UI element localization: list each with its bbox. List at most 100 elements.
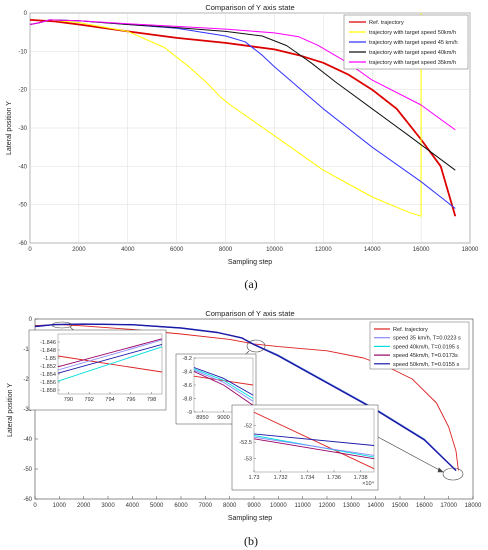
chart-a-y-tick-label: -60	[18, 241, 27, 247]
chart-a-x-tick-label: 10000	[266, 247, 283, 253]
chart-b-y-tick-label: -40	[23, 437, 32, 443]
inset-1-y-tick-label: -1.85	[43, 356, 56, 362]
chart-b-legend-label: speed 35 km/h, T=0.0223 s	[393, 336, 461, 342]
inset-1-y-tick-label: -1.856	[40, 380, 56, 386]
zoom-arrow-3	[377, 436, 444, 473]
inset-1-y-tick-label: -1.846	[40, 340, 56, 346]
inset-1-plot: 790 792 794 796 798 -1.846 -1.848 -1.85 -1.852 -1…	[40, 333, 163, 403]
chart-b-x-tick-label: 9000	[247, 503, 261, 509]
chart-b-series-line-1	[34, 324, 459, 471]
chart-b-x-tick-label: 17000	[440, 503, 457, 509]
chart-a-legend-label: Ref. trajectory	[369, 20, 404, 26]
zoom-ellipse-3	[442, 467, 464, 481]
chart-b-x-tick-label: 16000	[416, 503, 433, 509]
inset-3-x-tick-label: 1.732	[274, 475, 288, 481]
chart-b-x-label: Sampling step	[228, 515, 272, 522]
chart-b-x-tick-label: 0	[33, 503, 37, 509]
chart-a-title: Comparison of Y axis state	[205, 3, 294, 12]
chart-b-y-tick-label: -20	[23, 377, 32, 383]
inset-1-y-tick-label: -1.848	[40, 348, 56, 354]
chart-b-x-tick-label: 2000	[77, 503, 91, 509]
inset-2-y-tick-label: -8.2	[182, 356, 192, 362]
inset-1-line-2	[57, 339, 163, 371]
inset-1-y-tick-label: -1.854	[40, 372, 56, 378]
chart-b-legend-label: speed 50km/h, T=0.0155 s	[393, 362, 459, 368]
inset-3-y-tick-label: -52.5	[239, 440, 252, 446]
inset-2-x-tick-label: 8950	[196, 415, 208, 421]
inset-3-line-1	[253, 411, 375, 470]
chart-a-series-line-2	[29, 13, 422, 217]
inset-3-x-exponent: ×10⁴	[362, 480, 374, 487]
inset-2-y-tick-label: -9	[187, 410, 192, 416]
inset-2-y-tick-label: -8.6	[182, 383, 192, 389]
chart-a-series-line-1	[29, 19, 457, 217]
chart-a-legend-label: trajectory with target speed 45 km/h	[369, 40, 458, 46]
inset-3: 1.73 1.732 1.734 1.736 1.738 -52 -52.5 -53 ×10⁴	[231, 404, 379, 491]
chart-a-y-ticks: 0 -10 -20 -30 -40 -50 -60	[18, 11, 27, 247]
zoom-ellipse-2	[246, 339, 266, 353]
chart-a-x-tick-label: 0	[28, 247, 32, 253]
inset-1: 790 792 794 796 798 -1.846 -1.848 -1.85 -1.852 -1…	[28, 329, 167, 411]
chart-a-y-label: Lateral position Y	[6, 101, 13, 155]
inset-1-x-tick-label: 794	[105, 397, 114, 403]
chart-a-series-line-5	[29, 19, 456, 131]
inset-3-line-4	[253, 436, 375, 456]
chart-a-x-tick-label: 14000	[364, 247, 381, 253]
chart-b-x-tick-label: 11000	[295, 503, 312, 509]
chart-b-legend-label: Ref. trajectory	[393, 327, 428, 333]
chart-a-y-tick-label: -50	[18, 203, 27, 209]
chart-a-legend-label: trajectory with target speed 40km/h	[369, 50, 456, 56]
chart-b-y-tick-label: -50	[23, 467, 32, 473]
chart-a-legend: Ref. trajectory trajectory with target sp…	[343, 14, 469, 70]
chart-a-caption: (a)	[244, 277, 257, 291]
inset-3-x-tick-label: 1.736	[327, 475, 341, 481]
chart-a-y-tick-label: -30	[18, 126, 27, 132]
chart-a-series	[29, 13, 457, 217]
chart-a: 0 2000 4000 6000 8000 10000 12000 14000 16000 180…	[6, 3, 479, 291]
chart-a-x-tick-label: 12000	[315, 247, 332, 253]
chart-a-x-tick-label: 8000	[219, 247, 233, 253]
chart-b-x-tick-label: 1000	[53, 503, 67, 509]
chart-b-y-tick-label: -30	[23, 407, 32, 413]
chart-a-x-label: Sampling step	[228, 259, 272, 266]
chart-b-x-tick-label: 6000	[174, 503, 188, 509]
chart-b-x-tick-label: 5000	[150, 503, 164, 509]
chart-a-y-tick-label: -20	[18, 88, 27, 94]
chart-b-legend-box	[369, 321, 470, 370]
chart-b-x-tick-label: 4000	[126, 503, 140, 509]
chart-a-x-ticks: 0 2000 4000 6000 8000 10000 12000 14000 16000 180…	[28, 247, 479, 253]
chart-b-legend-label: speed 40km/h, T=0.0195 s	[393, 344, 459, 350]
chart-b-x-tick-label: 10000	[270, 503, 287, 509]
chart-b-y-tick-label: -60	[23, 497, 32, 503]
chart-a-x-tick-label: 16000	[413, 247, 430, 253]
chart-b-legend-entries: Ref. trajectory speed 35 km/h, T=0.0223 s…	[374, 327, 461, 368]
chart-b-x-tick-label: 12000	[319, 503, 336, 509]
chart-b-caption: (b)	[244, 534, 258, 548]
chart-b: 0 1000 2000 3000 4000 5000 6000 7000 8000 9000 100…	[7, 309, 482, 548]
inset-1-x-tick-label: 798	[147, 397, 156, 403]
inset-3-line-2	[253, 433, 375, 446]
chart-b-x-tick-label: 18000	[465, 503, 482, 509]
inset-2-y-tick-label: -8.4	[182, 370, 192, 376]
zoom-arrowhead-3	[437, 467, 444, 473]
inset-2-line-4	[193, 369, 254, 402]
chart-b-x-tick-label: 7000	[199, 503, 213, 509]
inset-2-line-5	[193, 371, 254, 406]
inset-3-x-tick-label: 1.73	[249, 475, 260, 481]
chart-a-x-tick-label: 6000	[170, 247, 184, 253]
chart-b-legend: Ref. trajectory speed 35 km/h, T=0.0223 s…	[369, 321, 470, 370]
chart-b-title: Comparison of Y axis state	[205, 309, 294, 318]
inset-2-line-3	[193, 368, 254, 399]
inset-1-line-5	[57, 346, 163, 382]
chart-b-x-ticks: 0 1000 2000 3000 4000 5000 6000 7000 8000 9000 100…	[33, 496, 482, 509]
chart-a-x-tick-label: 18000	[462, 247, 479, 253]
chart-a-x-tick-label: 2000	[72, 247, 86, 253]
chart-b-x-tick-label: 3000	[101, 503, 115, 509]
chart-b-y-tick-label: 0	[29, 317, 33, 323]
inset-2-line-2	[193, 367, 254, 396]
chart-a-y-tick-label: 0	[24, 11, 28, 17]
chart-b-y-label: Lateral position Y	[7, 383, 14, 437]
inset-3-x-tick-label: 1.738	[354, 475, 368, 481]
inset-3-axes	[253, 408, 375, 473]
